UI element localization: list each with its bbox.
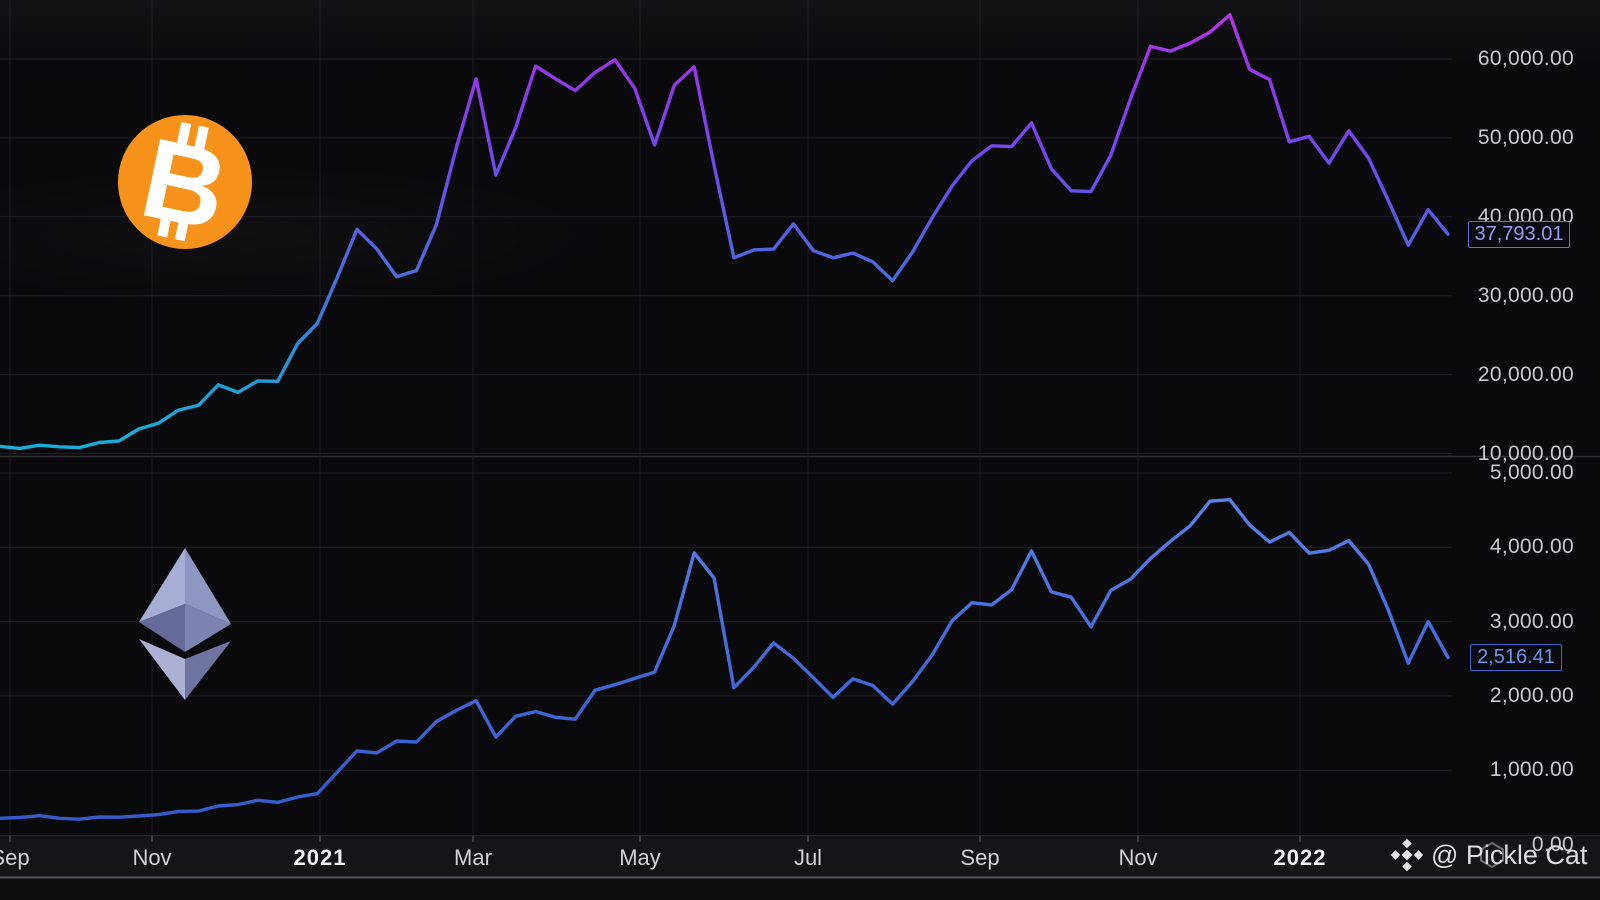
watermark: @ Pickle Cat [1388, 836, 1587, 874]
eth-last-price-value: 2,516.41 [1477, 646, 1555, 669]
y-axis-label-btc: 30,000.00 [1477, 283, 1574, 307]
x-axis-label: 2021 [293, 845, 347, 870]
y-axis-label-btc: 50,000.00 [1477, 125, 1574, 149]
y-axis-label-eth: 4,000.00 [1489, 535, 1574, 559]
y-axis-label-btc: 10,000.00 [1477, 441, 1574, 465]
eth-price-line[interactable] [0, 498, 1450, 821]
eth-last-price-label[interactable]: 2,516.41 [1470, 644, 1562, 672]
bitcoin-logo-circle [118, 115, 252, 249]
watermark-text: @ Pickle Cat [1431, 839, 1588, 870]
btc-price-line[interactable] [0, 13, 1450, 451]
series-lines [0, 13, 1450, 821]
ethereum-logo [139, 548, 231, 700]
x-axis-label: Mar [454, 845, 492, 870]
y-axis-label-eth: 0.00 [1531, 832, 1574, 856]
gridlines [0, 0, 1452, 834]
axis-strips [0, 455, 1600, 900]
x-axis-label: May [619, 845, 661, 870]
y-axis-label-eth: 5,000.00 [1489, 461, 1574, 484]
binance-diamond-icon [1390, 838, 1424, 872]
x-axis-label: Sep [0, 845, 30, 870]
x-axis-label: Sep [960, 845, 1000, 870]
y-axis-label-eth: 3,000.00 [1489, 609, 1574, 633]
y-axis-label-btc: 20,000.00 [1477, 362, 1574, 386]
x-axis-label: 2022 [1273, 845, 1327, 870]
hexagon-badge-icon [1480, 841, 1504, 869]
bottom-margin [0, 878, 1600, 900]
x-axis-label: Nov [132, 845, 172, 870]
btc-last-price-label[interactable]: 37,793.01 [1468, 220, 1570, 248]
y-axis-label-eth: 1,000.00 [1489, 758, 1574, 782]
x-axis-label: Nov [1118, 845, 1158, 870]
bitcoin-logo: B [118, 114, 252, 252]
x-axis-label: Jul [793, 845, 823, 870]
btc-last-price-value: 37,793.01 [1474, 222, 1564, 245]
time-axis-strip[interactable] [0, 835, 1600, 878]
y-axis-label-eth: 2,000.00 [1489, 683, 1574, 707]
y-axis-label-btc: 60,000.00 [1477, 47, 1574, 70]
axis-ticks [9, 836, 1301, 842]
